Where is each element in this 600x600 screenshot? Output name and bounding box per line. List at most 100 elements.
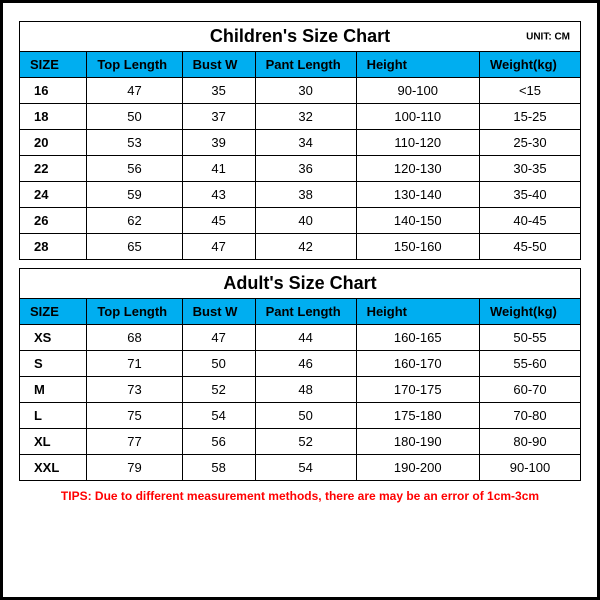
table-cell: 16 — [20, 78, 87, 104]
table-cell: 32 — [255, 104, 356, 130]
table-cell: 45 — [182, 208, 255, 234]
table-cell: 50 — [255, 403, 356, 429]
column-header: Height — [356, 52, 479, 78]
table-cell: 25-30 — [479, 130, 580, 156]
table-cell: 36 — [255, 156, 356, 182]
table-cell: 71 — [87, 351, 182, 377]
table-cell: 56 — [87, 156, 182, 182]
table-cell: 26 — [20, 208, 87, 234]
table-cell: 100-110 — [356, 104, 479, 130]
table-row: 28654742150-16045-50 — [20, 234, 581, 260]
table-cell: 56 — [182, 429, 255, 455]
table-cell: 47 — [182, 234, 255, 260]
table-cell: 40-45 — [479, 208, 580, 234]
column-header: Weight(kg) — [479, 299, 580, 325]
table-cell: 22 — [20, 156, 87, 182]
table-cell: 80-90 — [479, 429, 580, 455]
column-header: Weight(kg) — [479, 52, 580, 78]
table-cell: 48 — [255, 377, 356, 403]
table-row: XS684744160-16550-55 — [20, 325, 581, 351]
children-header-row: SIZETop LengthBust WPant LengthHeightWei… — [20, 52, 581, 78]
table-cell: 47 — [182, 325, 255, 351]
adult-title: Adult's Size Chart — [223, 273, 376, 293]
column-header: Pant Length — [255, 299, 356, 325]
adult-header-row: SIZETop LengthBust WPant LengthHeightWei… — [20, 299, 581, 325]
size-chart-container: Children's Size Chart UNIT: CM SIZETop L… — [0, 0, 600, 600]
table-cell: 65 — [87, 234, 182, 260]
table-cell: 160-165 — [356, 325, 479, 351]
table-cell: 54 — [255, 455, 356, 481]
children-title-row: Children's Size Chart UNIT: CM — [19, 21, 581, 51]
table-cell: 43 — [182, 182, 255, 208]
table-cell: 175-180 — [356, 403, 479, 429]
table-cell: 37 — [182, 104, 255, 130]
table-cell: 90-100 — [479, 455, 580, 481]
table-cell: 180-190 — [356, 429, 479, 455]
table-cell: 50-55 — [479, 325, 580, 351]
column-header: SIZE — [20, 299, 87, 325]
table-cell: XL — [20, 429, 87, 455]
table-row: M735248170-17560-70 — [20, 377, 581, 403]
table-cell: 130-140 — [356, 182, 479, 208]
table-row: 26624540140-15040-45 — [20, 208, 581, 234]
table-row: 24594338130-14035-40 — [20, 182, 581, 208]
table-cell: 58 — [182, 455, 255, 481]
table-cell: L — [20, 403, 87, 429]
table-cell: 15-25 — [479, 104, 580, 130]
table-cell: 18 — [20, 104, 87, 130]
table-cell: 75 — [87, 403, 182, 429]
table-cell: 59 — [87, 182, 182, 208]
table-cell: 150-160 — [356, 234, 479, 260]
tips-note: TIPS: Due to different measurement metho… — [19, 481, 581, 503]
table-cell: 42 — [255, 234, 356, 260]
table-cell: 44 — [255, 325, 356, 351]
table-cell: 77 — [87, 429, 182, 455]
table-cell: 70-80 — [479, 403, 580, 429]
table-cell: 35 — [182, 78, 255, 104]
table-cell: 68 — [87, 325, 182, 351]
table-cell: 120-130 — [356, 156, 479, 182]
table-cell: 60-70 — [479, 377, 580, 403]
table-row: 20533934110-12025-30 — [20, 130, 581, 156]
table-cell: M — [20, 377, 87, 403]
table-cell: 30-35 — [479, 156, 580, 182]
table-cell: XS — [20, 325, 87, 351]
table-cell: 24 — [20, 182, 87, 208]
column-header: Top Length — [87, 52, 182, 78]
table-cell: 35-40 — [479, 182, 580, 208]
table-cell: 20 — [20, 130, 87, 156]
table-row: XL775652180-19080-90 — [20, 429, 581, 455]
table-cell: 53 — [87, 130, 182, 156]
table-cell: 55-60 — [479, 351, 580, 377]
table-cell: 54 — [182, 403, 255, 429]
table-cell: 47 — [87, 78, 182, 104]
table-cell: 30 — [255, 78, 356, 104]
children-title: Children's Size Chart — [210, 26, 390, 46]
table-row: 18503732100-11015-25 — [20, 104, 581, 130]
column-header: SIZE — [20, 52, 87, 78]
column-header: Pant Length — [255, 52, 356, 78]
table-cell: 50 — [182, 351, 255, 377]
table-cell: 41 — [182, 156, 255, 182]
table-row: S715046160-17055-60 — [20, 351, 581, 377]
unit-label: UNIT: CM — [526, 31, 570, 42]
table-cell: 73 — [87, 377, 182, 403]
table-cell: 52 — [255, 429, 356, 455]
table-cell: 52 — [182, 377, 255, 403]
table-cell: 39 — [182, 130, 255, 156]
table-cell: 40 — [255, 208, 356, 234]
table-row: 22564136120-13030-35 — [20, 156, 581, 182]
table-cell: 45-50 — [479, 234, 580, 260]
children-size-table: SIZETop LengthBust WPant LengthHeightWei… — [19, 51, 581, 260]
table-cell: 62 — [87, 208, 182, 234]
table-cell: 46 — [255, 351, 356, 377]
table-cell: S — [20, 351, 87, 377]
column-header: Bust W — [182, 299, 255, 325]
table-cell: 170-175 — [356, 377, 479, 403]
table-row: XXL795854190-20090-100 — [20, 455, 581, 481]
table-row: L755450175-18070-80 — [20, 403, 581, 429]
table-cell: 38 — [255, 182, 356, 208]
table-row: 1647353090-100<15 — [20, 78, 581, 104]
table-cell: 110-120 — [356, 130, 479, 156]
table-cell: 160-170 — [356, 351, 479, 377]
